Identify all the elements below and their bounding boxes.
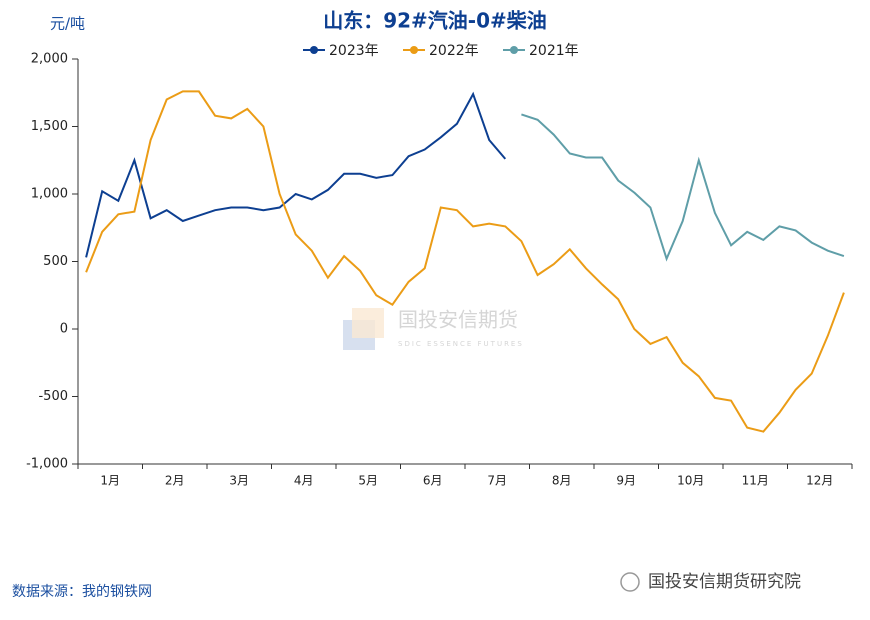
source: 数据来源：我的钢铁网 [12,584,152,600]
series-line [521,113,845,262]
x-tick-label: 5月 [358,474,378,488]
logo [352,308,384,338]
wechat-icon [620,572,640,592]
x-tick-label: 4月 [294,474,314,488]
y-tick-label: 1,500 [31,119,68,134]
x-tick-label: 7月 [487,474,507,488]
y-tick-label: 1,000 [31,187,68,202]
legend-label: 2022年 [429,43,479,59]
x-tick-label: 6月 [423,474,443,488]
x-tick-label: 12月 [806,474,833,488]
x-tick-label: 11月 [742,474,769,488]
y-tick-label: 0 [60,322,68,337]
logo [343,320,375,350]
x-tick-label: 9月 [616,474,636,488]
legend-label: 2021年 [529,43,579,59]
x-tick-label: 2月 [165,474,185,488]
y-tick-label: -1,000 [26,457,68,472]
y-unit: 元/吨 [50,15,85,33]
chart-title: 山东：92#汽油-0#柴油 [323,9,547,33]
y-tick-label: 500 [43,254,68,269]
legend-marker [410,46,418,54]
y-tick-label: -500 [38,389,68,404]
footer: 国投安信期货研究院 [648,572,801,592]
series-line [85,91,507,258]
x-tick-label: 8月 [552,474,572,488]
series-line [85,90,845,433]
watermark: 国投安信期货 SDIC ESSENCE FUTURES [343,308,524,350]
watermark-text: 国投安信期货 [398,308,518,332]
watermark-en: SDIC ESSENCE FUTURES [398,340,524,348]
y-tick-label: 2,000 [31,52,68,67]
legend-label: 2023年 [329,43,379,59]
x-tick-label: 1月 [100,474,120,488]
legend-marker [510,46,518,54]
x-tick-label: 10月 [677,474,704,488]
legend-marker [310,46,318,54]
x-tick-label: 3月 [229,474,249,488]
